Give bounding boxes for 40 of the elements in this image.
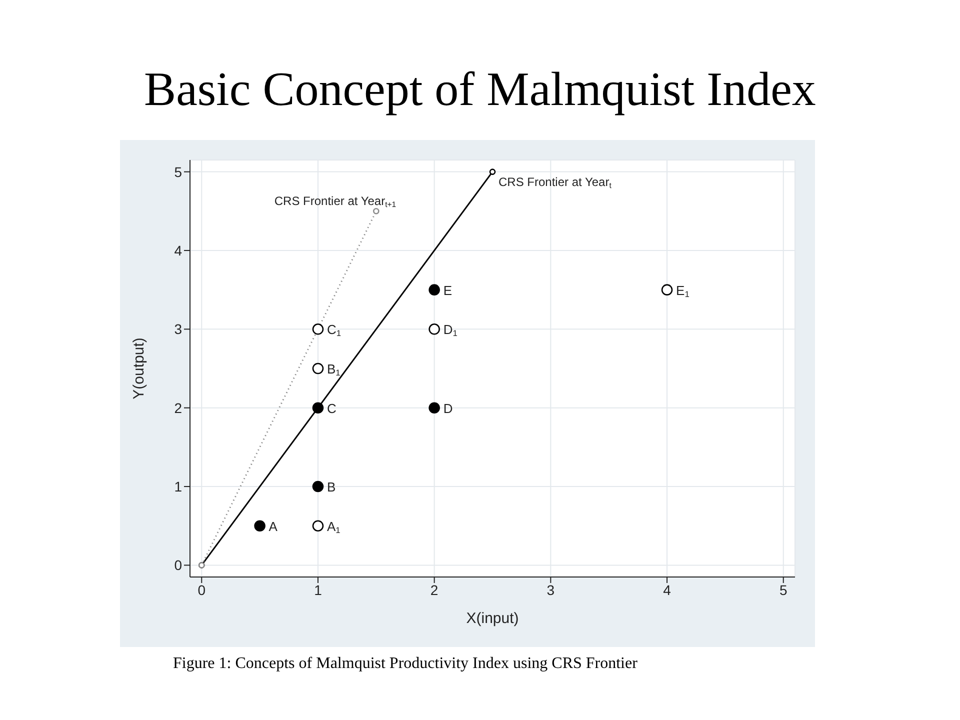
annotation: A [268, 518, 278, 534]
point [428, 402, 440, 414]
annotation: CRS Frontier at Year$_{t+1}$ [274, 194, 396, 210]
annotation: D$_{1}$ [443, 322, 458, 339]
y-axis-title: Y(output) [130, 338, 148, 400]
x-axis-title: X(input) [466, 610, 519, 627]
x-tick-label: 5 [779, 582, 788, 598]
x-tick-label: 4 [663, 582, 672, 598]
y-tick-label: 2 [174, 400, 182, 416]
point [373, 208, 380, 214]
annotation: C$_{1}$ [326, 322, 342, 339]
x-tick-label: 0 [198, 582, 206, 598]
point [312, 324, 324, 335]
point [428, 284, 440, 296]
annotation: B [326, 480, 336, 495]
chart-title: Basic Concept of Malmquist Index [143, 62, 817, 118]
caption: Figure 1: Concepts of Malmquist Productivity Index using CRS Frontier [173, 655, 638, 673]
point [489, 168, 496, 175]
x-tick-label: 1 [314, 582, 322, 598]
point [661, 284, 673, 296]
y-tick-label: 1 [174, 478, 182, 494]
annotation: E$_{1}$ [676, 282, 690, 300]
y-tick-label: 5 [174, 164, 182, 180]
annotation: B$_{1}$ [326, 362, 341, 378]
annotation: CRS Frontier at Year$_{t}$ [498, 174, 612, 190]
x-tick-label: 3 [546, 582, 555, 598]
point [312, 402, 324, 414]
y-tick-label: 0 [174, 557, 182, 574]
point [428, 324, 440, 335]
annotation: E [443, 282, 452, 298]
point [312, 362, 324, 374]
annotation: D [443, 400, 453, 416]
annotation: A$_{1}$ [326, 518, 341, 536]
y-tick-label: 4 [174, 242, 182, 258]
point [254, 520, 266, 532]
point [312, 520, 324, 532]
y-tick-label: 3 [174, 321, 182, 338]
annotation: C [326, 400, 336, 416]
point [312, 480, 324, 492]
x-tick-label: 2 [430, 582, 438, 598]
